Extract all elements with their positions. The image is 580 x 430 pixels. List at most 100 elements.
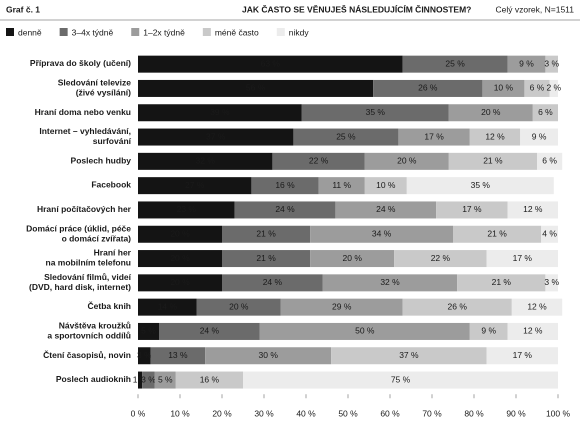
- value-label: 20 %: [397, 156, 417, 166]
- value-label: 6 %: [530, 83, 545, 93]
- value-label: 56 %: [246, 83, 266, 93]
- bar-segment: [138, 274, 222, 292]
- bar-segment: [138, 177, 252, 195]
- x-tick-label: 90 %: [506, 408, 526, 418]
- bar-segment: [154, 371, 176, 389]
- bar-segment: [394, 250, 487, 268]
- category-label: Hraní her na mobilním telefonu: [46, 248, 132, 268]
- bar-segment: [138, 225, 222, 243]
- value-label: 6 %: [538, 107, 553, 117]
- value-label: 11 %: [332, 180, 351, 190]
- value-label: 29 %: [332, 301, 352, 311]
- bar-segment: [453, 225, 542, 243]
- legend-label: nikdy: [289, 27, 310, 37]
- bar-segment: [511, 298, 563, 316]
- value-label: 6 %: [542, 156, 557, 166]
- value-label: 12 %: [485, 131, 505, 141]
- x-tick-label: 30 %: [254, 408, 274, 418]
- value-label: 5 %: [141, 326, 156, 336]
- value-label: 14 %: [158, 301, 178, 311]
- value-label: 5 %: [158, 374, 173, 384]
- category-label: Hraní počítačových her: [37, 204, 132, 214]
- bar-segment: [486, 250, 558, 268]
- value-label: 25 %: [445, 58, 465, 68]
- x-tick-label: 100 %: [546, 408, 571, 418]
- bar-segment: [331, 347, 487, 365]
- value-label: 12 %: [523, 326, 543, 336]
- value-label: 30 %: [259, 350, 279, 360]
- value-label: 17 %: [513, 253, 533, 263]
- bar-segment: [469, 322, 508, 340]
- bar-segment: [301, 104, 449, 122]
- bar-segment: [138, 298, 197, 316]
- bar-segment: [259, 322, 470, 340]
- value-label: 35 %: [366, 107, 386, 117]
- bar-segment: [486, 347, 558, 365]
- bar-segment: [196, 298, 281, 316]
- value-label: 34 %: [372, 229, 392, 239]
- bar-segment: [272, 152, 365, 170]
- value-label: 20 %: [229, 301, 249, 311]
- value-label: 25 %: [336, 131, 356, 141]
- bar-segment: [150, 347, 206, 365]
- chart-subtitle: Celý vzorek, N=1511: [495, 4, 574, 14]
- bar-segment: [310, 225, 453, 243]
- bar-segment: [138, 250, 222, 268]
- value-label: 37 %: [399, 350, 419, 360]
- bar-segment: [549, 79, 558, 97]
- category-label: Poslech audioknih: [56, 374, 131, 384]
- bar-segment: [448, 152, 537, 170]
- value-label: 12 %: [523, 204, 543, 214]
- bar-segment: [364, 177, 407, 195]
- bar-segment: [138, 201, 235, 219]
- legend-label: 3–4x týdně: [72, 27, 114, 37]
- value-label: 24 %: [263, 277, 283, 287]
- value-label: 2 %: [546, 83, 561, 93]
- bar-segment: [520, 128, 558, 146]
- value-label: 75 %: [391, 374, 411, 384]
- category-label: Facebook: [91, 180, 131, 190]
- bar-segment: [138, 79, 374, 97]
- bar-segment: [310, 250, 395, 268]
- value-label: 10 %: [494, 83, 514, 93]
- category-label: Hraní doma nebo venku: [35, 107, 131, 117]
- value-label: 22 %: [309, 156, 329, 166]
- bar-segment: [222, 225, 311, 243]
- bar-segment: [138, 152, 273, 170]
- bar-segment: [507, 322, 558, 340]
- bar-segment: [234, 201, 336, 219]
- bar-segment: [251, 177, 319, 195]
- bar-segment: [222, 274, 323, 292]
- value-label: 16 %: [275, 180, 295, 190]
- bar-segment: [469, 128, 521, 146]
- legend-swatch: [6, 28, 14, 36]
- value-label: 3 %: [137, 350, 152, 360]
- chart-title: JAK ČASTO SE VĚNUJEŠ NÁSLEDUJÍCÍM ČINNOS…: [242, 3, 471, 14]
- value-label: 20 %: [170, 253, 190, 263]
- figure-label: Graf č. 1: [6, 4, 40, 14]
- bar-segment: [532, 104, 558, 122]
- bar-segment: [406, 177, 554, 195]
- bar-segment: [537, 152, 563, 170]
- value-label: 9 %: [481, 326, 496, 336]
- legend-label: 1–2x týdně: [143, 27, 185, 37]
- value-label: 27 %: [185, 180, 205, 190]
- x-tick-label: 10 %: [170, 408, 190, 418]
- value-label: 39 %: [210, 107, 230, 117]
- bar-segment: [373, 79, 483, 97]
- value-label: 23 %: [177, 204, 197, 214]
- x-tick-label: 0 %: [131, 408, 146, 418]
- category-label: Čtení časopisů, novin: [43, 349, 131, 360]
- bar-segment: [280, 298, 403, 316]
- bar-segment: [448, 104, 533, 122]
- value-label: 20 %: [343, 253, 363, 263]
- value-label: 17 %: [424, 131, 444, 141]
- category-label: Poslech hudby: [71, 156, 132, 166]
- bar-segment: [322, 274, 458, 292]
- bar-segment: [398, 128, 470, 146]
- value-label: 1 %: [133, 374, 148, 384]
- value-label: 21 %: [492, 277, 512, 287]
- category-label: Četba knih: [88, 300, 131, 311]
- bar-segment: [138, 104, 302, 122]
- x-tick-label: 60 %: [380, 408, 400, 418]
